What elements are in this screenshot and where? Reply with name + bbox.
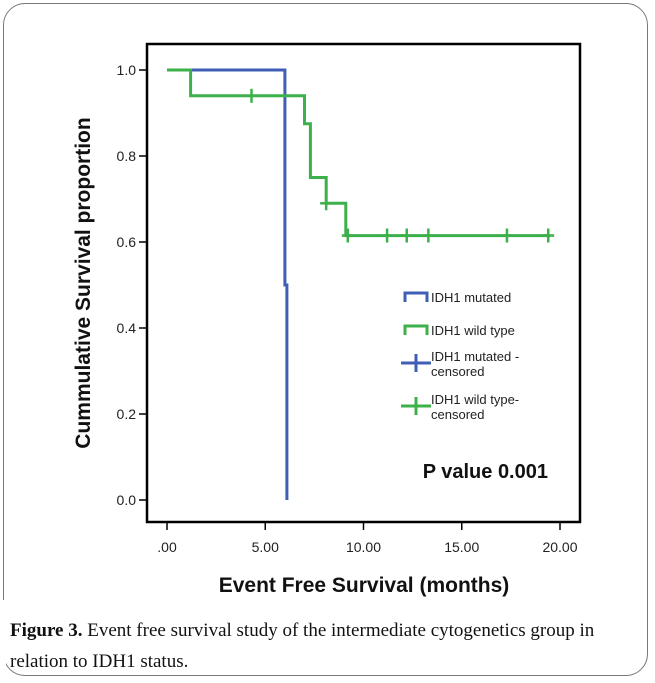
legend-label: IDH1 mutated [431, 290, 511, 305]
legend-item: IDH1 wild type-censored [401, 392, 519, 422]
legend-label: IDH1 wild type [431, 323, 515, 338]
p-value-annotation: P value 0.001 [423, 461, 548, 483]
censor-mark [341, 228, 354, 243]
series-layer [167, 68, 551, 500]
legend-label: IDH1 wild type- [431, 392, 519, 407]
figure-frame [3, 3, 648, 676]
legend-label-line2: censored [431, 407, 484, 422]
y-tick-label: 1.0 [117, 62, 137, 78]
censor-layer [245, 88, 555, 243]
y-tick-label: 0.0 [117, 492, 137, 508]
legend-item: IDH1 mutated [403, 290, 511, 305]
x-tick-label: .00 [157, 539, 177, 555]
legend-item: IDH1 wild type [403, 323, 515, 338]
censor-mark [381, 228, 394, 243]
x-tick-label: 20.00 [542, 539, 577, 555]
censor-mark [500, 228, 513, 243]
survival-chart: 0.0 0.2 0.4 0.6 0.8 1.0 .00 5.00 10.00 15.00 20.0… [72, 42, 582, 597]
y-axis-label: Cummulative Survival proportion [72, 117, 95, 448]
y-tick-label: 0.6 [117, 234, 137, 250]
y-tick-label: 0.2 [117, 406, 137, 422]
x-axis-label: Event Free Survival (months) [219, 574, 510, 597]
censor-mark [542, 228, 555, 243]
chart-container: 0.0 0.2 0.4 0.6 0.8 1.0 .00 5.00 10.00 15.00 20.0… [72, 42, 582, 597]
caption-text: Event free survival study of the interme… [10, 620, 595, 672]
legend-step-symbol [403, 324, 429, 335]
frame-gap [0, 600, 6, 683]
y-tick-label: 0.8 [117, 148, 137, 164]
legend-step-symbol [403, 291, 429, 302]
series-line-idh1-wild-type [167, 68, 551, 238]
censor-mark [422, 228, 435, 243]
figure-caption: Figure 3. Event free survival study of t… [10, 615, 640, 677]
plot-area [145, 42, 582, 524]
censor-mark [320, 196, 333, 211]
censor-mark [245, 88, 258, 103]
censor-mark [400, 228, 413, 243]
y-tick-label: 0.4 [117, 320, 137, 336]
legend-item: IDH1 mutated -censored [401, 349, 519, 379]
x-tick-label: 5.00 [252, 539, 279, 555]
x-axis-ticks: .00 5.00 10.00 15.00 20.00 [157, 522, 578, 555]
x-tick-label: 15.00 [444, 539, 479, 555]
y-axis-ticks: 0.0 0.2 0.4 0.6 0.8 1.0 [117, 62, 147, 508]
legend-label: IDH1 mutated - [431, 349, 519, 364]
series-line-idh1-mutated [167, 68, 289, 500]
caption-label: Figure 3. [10, 620, 83, 641]
x-tick-label: 10.00 [346, 539, 381, 555]
legend: IDH1 mutated IDH1 wild type IDH1 mutated -… [401, 290, 519, 422]
legend-label-line2: censored [431, 364, 484, 379]
